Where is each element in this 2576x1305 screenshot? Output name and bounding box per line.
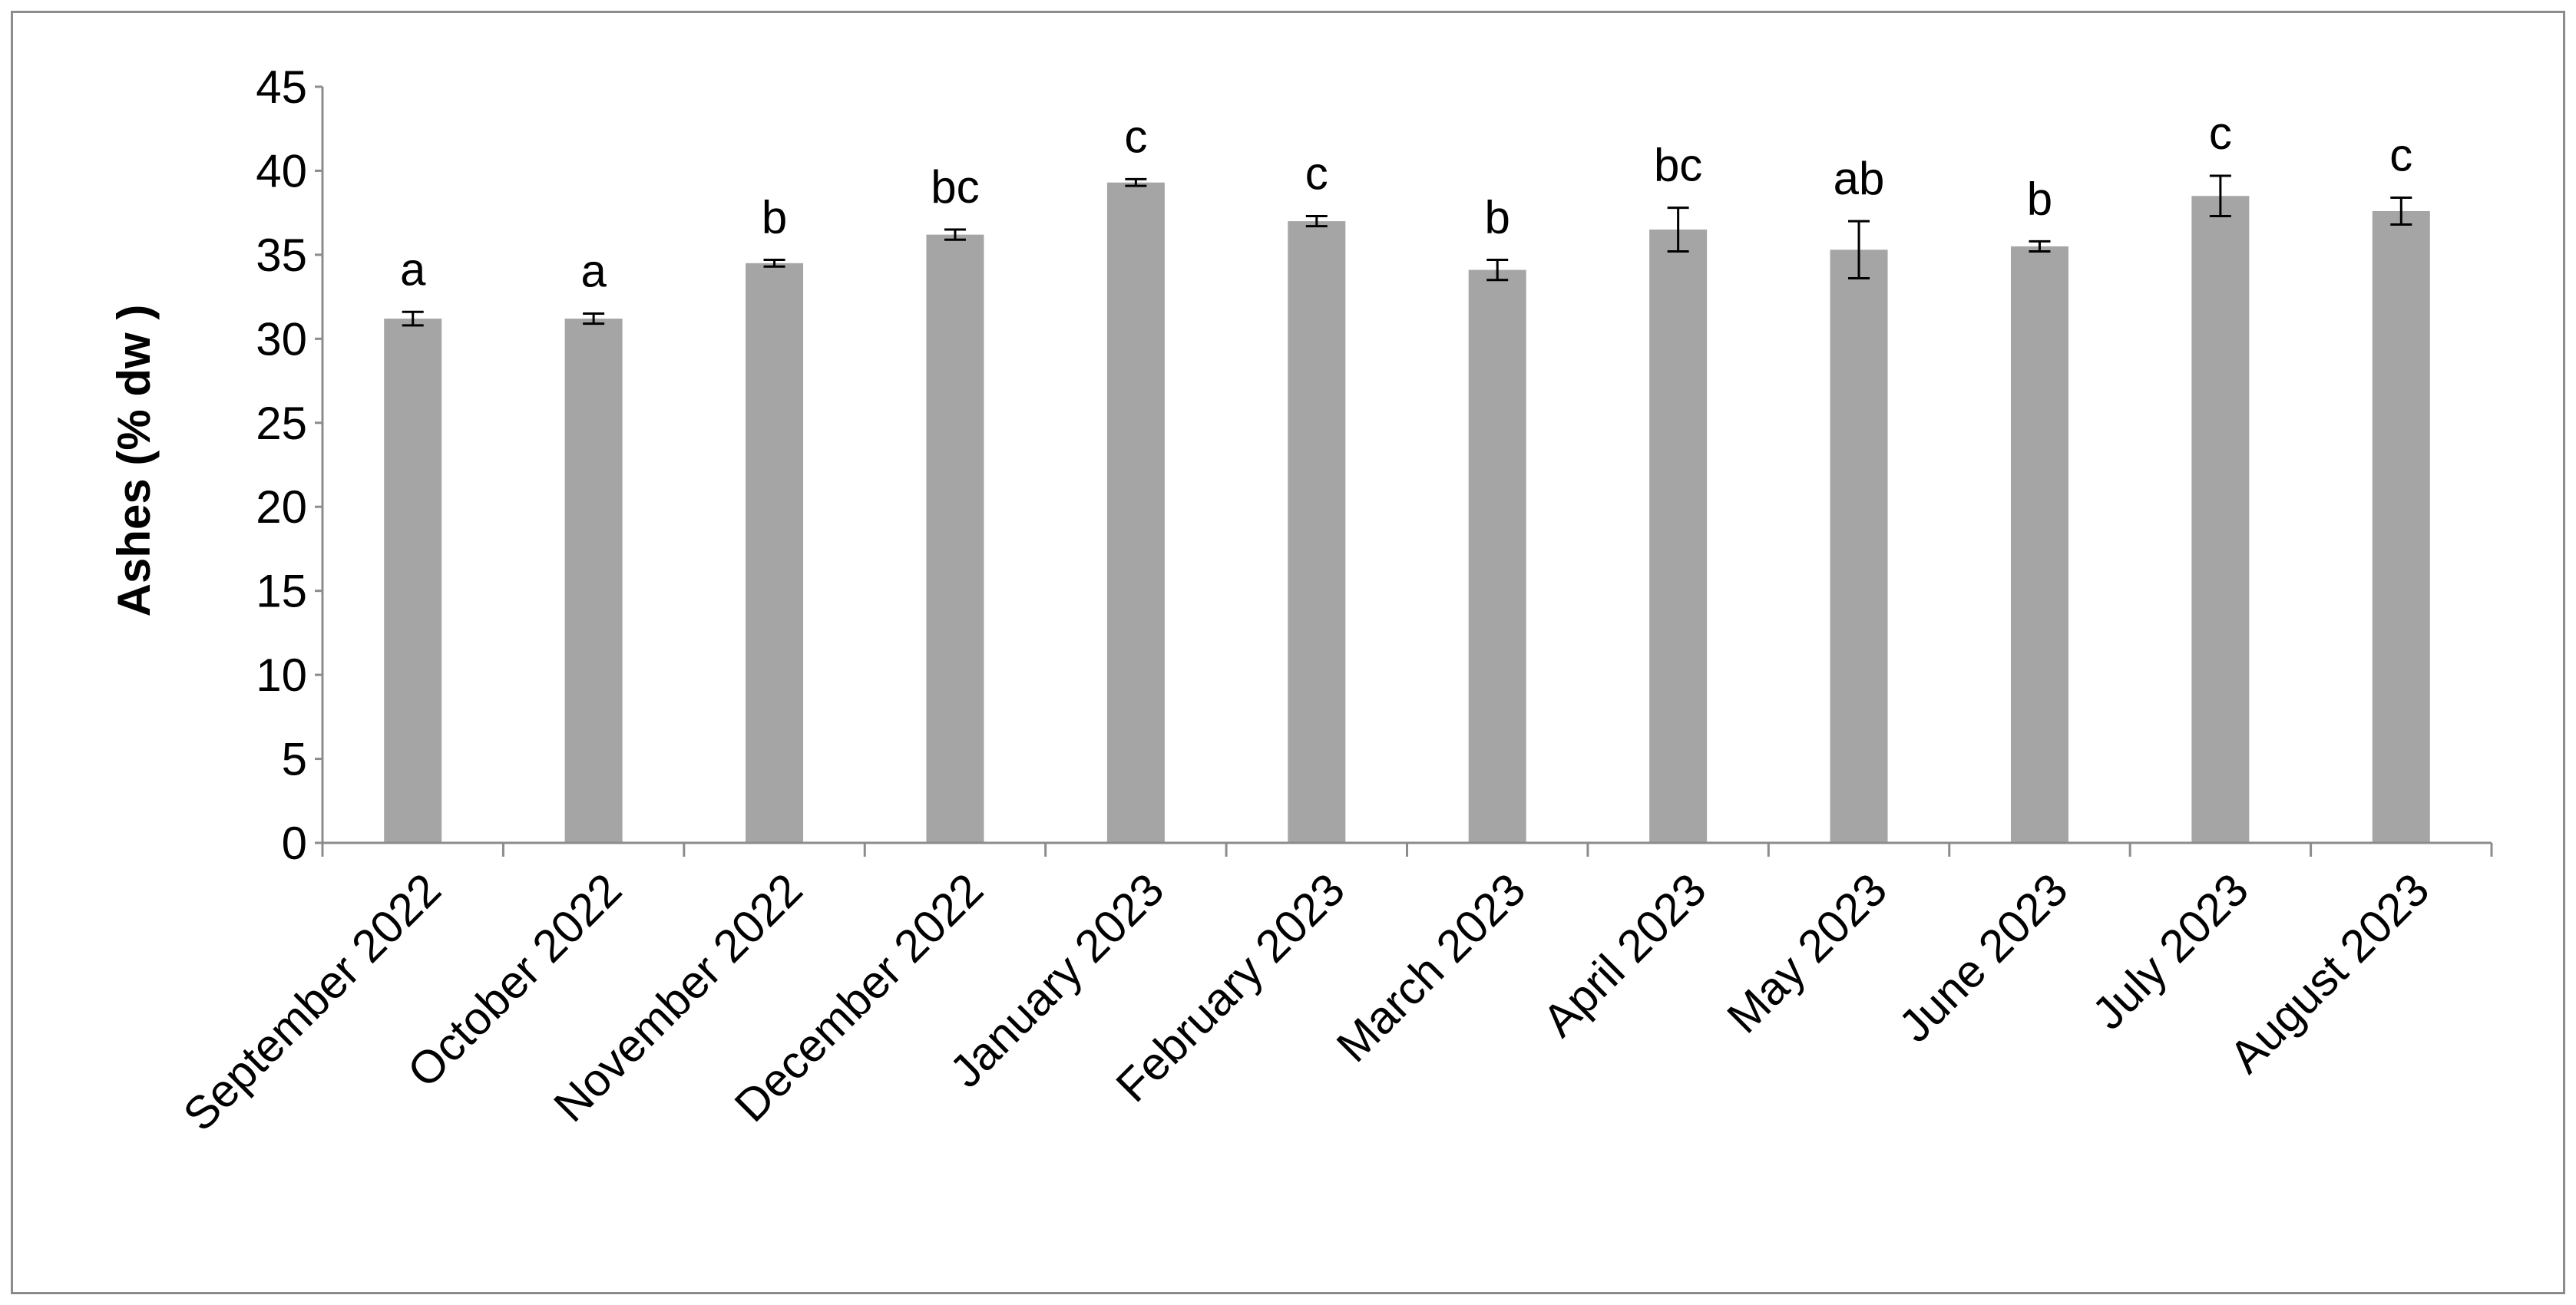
- bar: [746, 263, 804, 843]
- y-tick-label: 15: [256, 566, 307, 617]
- bar: [926, 234, 984, 844]
- x-category-label: June 2023: [1889, 864, 2078, 1052]
- significance-letter: ab: [1834, 153, 1885, 204]
- bar: [2372, 210, 2430, 843]
- x-category-label: July 2023: [2082, 864, 2258, 1039]
- significance-letter: bc: [1654, 140, 1702, 191]
- bar: [1468, 269, 1526, 844]
- y-tick-label: 20: [256, 481, 307, 533]
- bar: [1830, 249, 1888, 843]
- bar-series: [384, 182, 2430, 844]
- y-tick-label: 40: [256, 145, 307, 197]
- y-tick-label: 5: [282, 734, 307, 785]
- significance-letter: c: [1124, 111, 1147, 162]
- x-category-label: March 2023: [1327, 864, 1535, 1072]
- significance-letter: bc: [931, 161, 979, 213]
- error-bars: [402, 174, 2412, 327]
- bar: [384, 319, 442, 844]
- bar: [2010, 246, 2068, 843]
- significance-letter: b: [2027, 173, 2052, 224]
- y-tick-label: 30: [256, 313, 307, 365]
- y-tick-label: 45: [256, 61, 307, 113]
- bar: [1288, 221, 1346, 844]
- x-category-label: September 2022: [174, 864, 451, 1141]
- axes: [321, 87, 2493, 857]
- x-category-label: May 2023: [1718, 864, 1897, 1043]
- y-axis-title: Ashes (% dw ): [108, 305, 160, 617]
- significance-letter: c: [1305, 148, 1328, 200]
- significance-letter: b: [1485, 191, 1510, 243]
- bar: [1106, 182, 1165, 843]
- x-category-label: April 2023: [1533, 864, 1715, 1046]
- significance-letter: c: [2209, 107, 2232, 159]
- y-tick-label: 25: [256, 398, 307, 449]
- y-tick-label: 35: [256, 230, 307, 281]
- significance-letter: a: [400, 243, 426, 295]
- bar: [2191, 196, 2250, 843]
- bar: [1649, 230, 1708, 843]
- y-tick-label: 10: [256, 649, 307, 701]
- y-axis-ticks: 0 5 10 15 20 25 30 35 40 45: [256, 61, 322, 869]
- significance-letter: c: [2389, 129, 2412, 180]
- significance-letter: b: [762, 191, 787, 243]
- bar: [564, 319, 623, 844]
- y-tick-label: 0: [282, 818, 307, 869]
- significance-letter: a: [580, 246, 607, 297]
